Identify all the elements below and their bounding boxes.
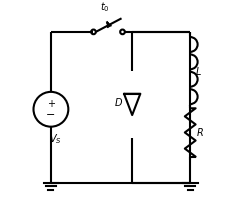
Text: +: +	[47, 99, 55, 109]
Text: $R$: $R$	[196, 126, 203, 138]
Text: $D$: $D$	[114, 96, 123, 108]
Text: $L$: $L$	[196, 64, 202, 77]
Text: $V_S$: $V_S$	[49, 132, 62, 146]
Text: −: −	[46, 110, 56, 121]
Text: $t_0$: $t_0$	[100, 0, 110, 14]
